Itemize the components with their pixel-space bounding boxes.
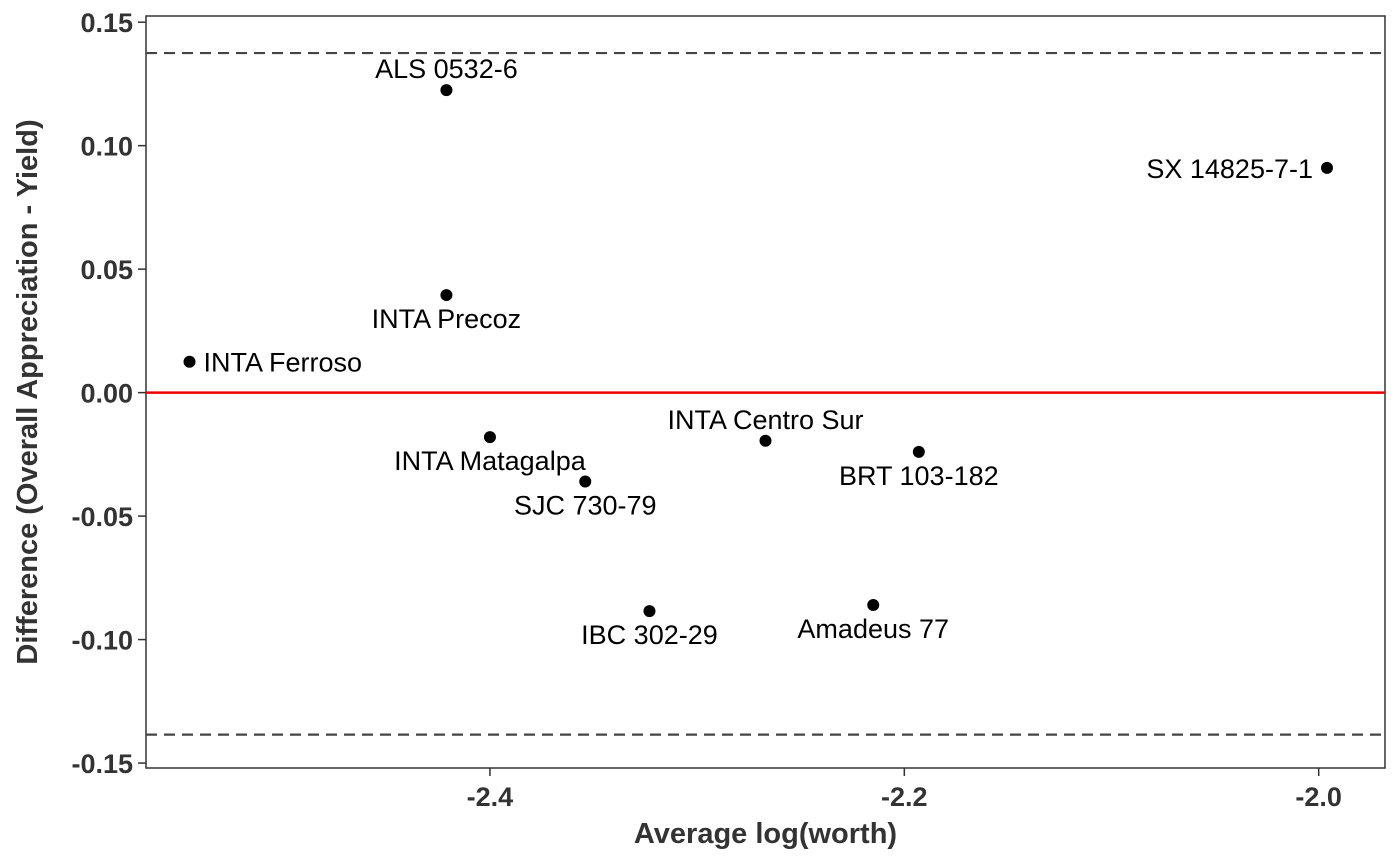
y-tick-label: -0.05 — [71, 502, 133, 532]
data-point — [483, 431, 496, 444]
point-label: Amadeus 77 — [797, 614, 949, 644]
point-label: SX 14825-7-1 — [1146, 154, 1313, 184]
data-point — [912, 445, 925, 458]
data-point — [1320, 161, 1333, 174]
point-label: INTA Precoz — [372, 304, 522, 334]
x-tick-label: -2.4 — [467, 782, 514, 812]
point-label: IBC 302-29 — [581, 620, 718, 650]
y-tick-label: 0.15 — [80, 8, 133, 38]
data-point — [759, 434, 772, 447]
data-point — [643, 605, 656, 618]
y-tick-label: 0.10 — [80, 132, 133, 162]
point-label: INTA Ferroso — [204, 348, 363, 378]
point-label: INTA Centro Sur — [667, 405, 863, 435]
data-points — [183, 84, 1333, 618]
y-tick-label: 0.00 — [80, 379, 133, 409]
point-label: SJC 730-79 — [514, 491, 657, 521]
y-tick-label: -0.15 — [71, 749, 133, 779]
axes: 0.15 0.10 0.05 0.00 -0.05 -0.10 -0.15 -2.4 -2.2 -… — [71, 8, 1342, 812]
x-tick-label: -2.2 — [881, 782, 928, 812]
point-label: INTA Matagalpa — [394, 446, 587, 476]
point-labels: ALS 0532-6 SX 14825-7-1 INTA Precoz INTA Fe… — [204, 54, 1313, 650]
y-tick-label: 0.05 — [80, 255, 133, 285]
data-point — [183, 355, 196, 368]
y-tick-label: -0.10 — [71, 626, 133, 656]
point-label: BRT 103-182 — [839, 461, 999, 491]
y-axis-title: Difference (Overall Appreciation - Yield… — [12, 119, 44, 664]
data-point — [579, 475, 592, 488]
data-point — [440, 289, 453, 302]
x-tick-label: -2.0 — [1295, 782, 1342, 812]
point-label: ALS 0532-6 — [375, 54, 518, 84]
reference-lines — [146, 51, 1385, 736]
data-point — [867, 599, 880, 612]
data-point — [440, 84, 453, 97]
x-axis-title: Average log(worth) — [634, 818, 897, 850]
